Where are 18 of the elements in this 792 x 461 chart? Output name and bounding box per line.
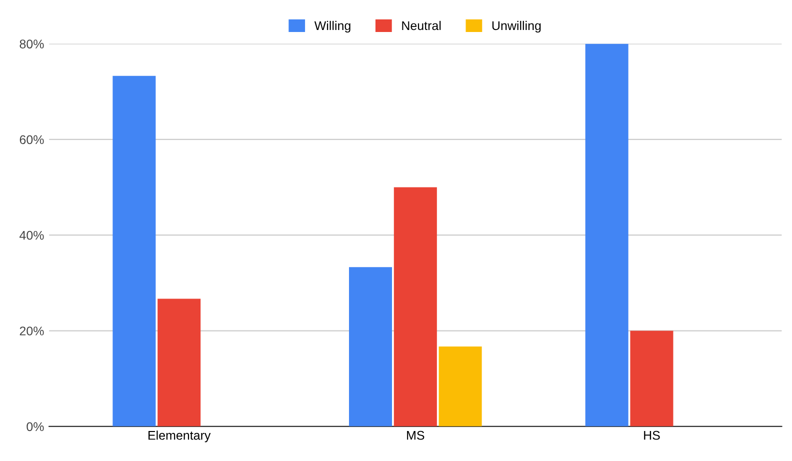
y-tick-label: 60% [20, 135, 44, 144]
legend-label: Willing [314, 20, 350, 33]
y-tick-label: 20% [20, 326, 44, 336]
x-tick-label: Elementary [148, 430, 211, 442]
bar [158, 298, 201, 426]
bar [585, 44, 628, 426]
bar [112, 76, 156, 426]
x-tick-label: HS [644, 430, 660, 440]
bar [348, 267, 392, 426]
legend-label: Neutral [402, 20, 441, 30]
y-tick-label: 40% [20, 230, 44, 240]
x-tick-label: MS [407, 430, 424, 440]
bar [438, 346, 482, 426]
bar [394, 187, 437, 426]
y-tick-label: 0% [26, 422, 44, 432]
y-tick-label: 80% [20, 40, 44, 48]
legend-label: Unwilling [492, 20, 541, 33]
bar [630, 330, 674, 426]
